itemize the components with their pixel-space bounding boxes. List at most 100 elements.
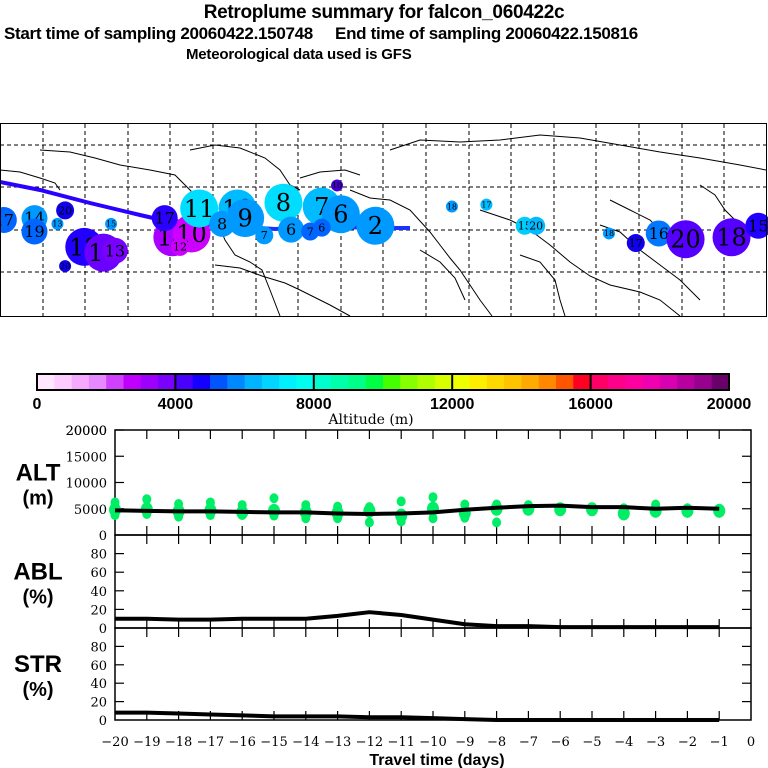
colorbar-swatch [244, 374, 263, 390]
x-tick-label: −11 [387, 735, 414, 750]
altitude-sample-point [651, 499, 661, 510]
coastline [189, 144, 301, 191]
altitude-sample-point [492, 517, 502, 528]
altitude-sample-point [140, 502, 153, 517]
sampling-times: Start time of sampling 20060422.150748 E… [4, 24, 638, 43]
plume-cluster-day-label: 7 [261, 229, 268, 242]
panel-frame [114, 534, 752, 629]
coastline [349, 189, 493, 317]
altitude-sample-point [236, 505, 249, 520]
colorbar-swatch [417, 374, 436, 390]
plume-cluster-day-label: 17 [155, 209, 175, 228]
plume-cluster-marker [712, 218, 751, 257]
plume-cluster-marker [0, 207, 17, 233]
colorbar-tick-label: 0 [33, 396, 42, 413]
altitude-sample-point [460, 499, 470, 510]
altitude-sample-point [713, 503, 726, 518]
y-tick-label: 80 [90, 548, 107, 563]
panel-label-name: ABL [13, 559, 62, 586]
altitude-sample-point [301, 500, 311, 511]
altitude-sample-point [268, 503, 280, 518]
plume-cluster-marker [666, 220, 705, 259]
colorbar-swatch [573, 374, 592, 390]
plume-cluster-marker [21, 218, 48, 245]
colorbar-swatch [210, 374, 228, 390]
x-tick-label: −4 [614, 735, 633, 750]
altitude-sample-point [110, 510, 120, 521]
plume-cluster-day-label: 6 [333, 201, 348, 229]
colorbar-swatch [296, 374, 315, 390]
plume-cluster-day-label: 15 [106, 220, 116, 229]
altitude-sample-point [617, 506, 630, 521]
altitude-sample-point [205, 510, 215, 521]
plume-cluster-marker [321, 195, 360, 234]
x-tick-label: −16 [228, 735, 255, 750]
x-tick-label: −10 [419, 735, 446, 750]
plume-cluster-day-label: 2 [368, 212, 383, 240]
plume-cluster-marker [209, 210, 236, 237]
y-tick-label: 15000 [66, 450, 107, 465]
y-tick-label: 10000 [66, 477, 107, 492]
altitude-sample-point [333, 501, 343, 512]
x-axis-label: Travel time (days) [369, 752, 504, 768]
plume-cluster-day-label: 20 [529, 220, 543, 233]
altitude-sample-point [109, 502, 121, 517]
colorbar-swatch [469, 374, 488, 390]
plume-cluster-marker [312, 218, 331, 237]
colorbar-swatch [88, 374, 107, 390]
series-line-abl [115, 610, 720, 630]
plume-cluster-marker [59, 260, 72, 273]
x-tick-label: −18 [165, 735, 192, 750]
plume-cluster-day-label: 7 [307, 225, 314, 238]
plume-cluster-marker [527, 216, 546, 235]
y-tick-label: 0 [99, 529, 107, 544]
plume-cluster-marker [180, 189, 219, 228]
plume-cluster-day-label: 6 [286, 220, 296, 239]
coastline [519, 254, 566, 317]
plume-cluster-day-label: 18 [604, 229, 614, 238]
panel-frame [114, 627, 752, 721]
plume-cluster-day-label: 13 [52, 220, 62, 229]
plume-cluster-marker [56, 201, 75, 220]
x-tick-label: −20 [101, 735, 128, 750]
altitude-sample-point [681, 503, 694, 518]
plume-cluster-marker [171, 237, 190, 256]
colorbar-swatch [642, 374, 661, 390]
plume-cluster-day-label: 17 [0, 211, 14, 230]
colorbar-swatch [711, 374, 730, 390]
panel-label-units: (m) [22, 488, 53, 510]
altitude-sample-point [649, 503, 662, 518]
altitude-sample-point [364, 502, 374, 513]
plume-cluster-day-label: 15 [748, 216, 768, 235]
colorbar-swatch [54, 374, 73, 390]
y-tick-label: 20 [90, 603, 107, 618]
y-tick-label: 5000 [74, 503, 107, 518]
altitude-sample-point [395, 508, 408, 523]
colorbar-tick-label: 20000 [707, 396, 752, 413]
plume-cluster-day-label: 20 [60, 262, 70, 271]
y-tick-label: 60 [90, 566, 107, 581]
colorbar-swatch [106, 374, 124, 390]
colorbar-swatch [694, 374, 713, 390]
plume-cluster-day-label: 10 [332, 181, 342, 190]
x-tick-label: 0 [747, 735, 755, 750]
altitude-sample-point [523, 500, 533, 511]
x-tick-label: −14 [292, 735, 319, 750]
plume-cluster-marker [151, 205, 178, 232]
colorbar-swatch [590, 374, 609, 390]
coastline [419, 249, 466, 301]
x-tick-label: −7 [519, 735, 538, 750]
y-tick-label: 40 [90, 677, 107, 692]
y-tick-label: 20000 [66, 424, 107, 439]
plume-cluster-marker [445, 200, 458, 213]
altitude-sample-point [714, 503, 724, 514]
colorbar-tick-label: 4000 [158, 396, 194, 413]
plume-cluster-marker [745, 212, 768, 239]
colorbar-swatch [279, 374, 297, 390]
altitude-sample-point [172, 504, 185, 519]
altitude-sample-point [237, 500, 247, 511]
colorbar-swatch [71, 374, 90, 390]
colorbar-swatch [434, 374, 453, 390]
altitude-sample-point [522, 501, 535, 516]
